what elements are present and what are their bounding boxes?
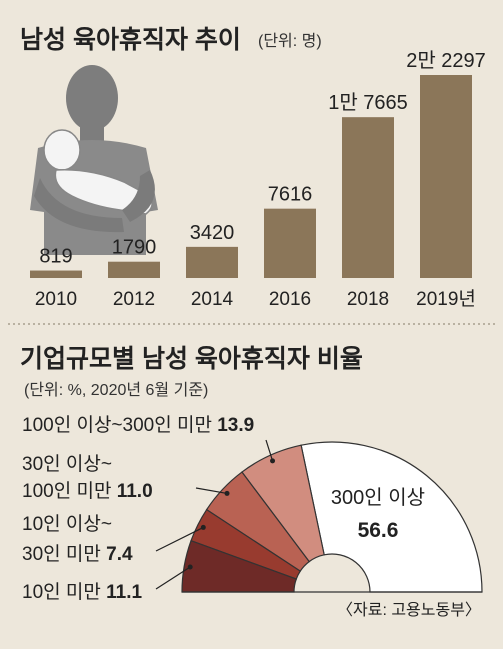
half-donut-chart: 300인 이상 56.6 100인 이상~300인 미만 13.9 30인 이상~ 10… [22, 414, 483, 603]
slice-label-30-100-line: 30인 이상~ [22, 453, 112, 475]
source-note: 〈자료: 고용노동부〉 [337, 601, 481, 619]
bar-value-label: 3420 [190, 222, 235, 244]
bar-chart: 819 2010 1790 2012 3420 2014 7616 2016 1만 7665 20… [30, 49, 486, 310]
leader-dot [224, 490, 230, 496]
slice-label-10-30-line: 10인 이상~ [22, 513, 112, 535]
year-tick-label: 2016 [269, 289, 311, 310]
pie-chart-unit-note: (단위: %, 2020년 6월 기준) [24, 381, 208, 399]
year-tick-label: 2018 [347, 289, 389, 310]
year-tick-label: 2019년 [416, 288, 476, 310]
slice-label-100-300: 100인 이상~300인 미만 13.9 [22, 414, 254, 436]
leader-dot [187, 564, 193, 570]
bar-chart-title: 남성 육아휴직자 추이 [20, 26, 241, 54]
leader-dot [270, 458, 276, 464]
bar-value-label: 2만 2297 [406, 49, 486, 72]
bar-2010 [30, 270, 82, 278]
leader-line [265, 439, 274, 462]
slice-label-10-30: 30인 미만 7.4 [22, 543, 133, 565]
bar-2014 [186, 246, 238, 278]
father-holding-baby-icon [30, 65, 158, 255]
slice-label-300plus: 300인 이상 [331, 486, 425, 509]
pie-chart-title: 기업규모별 남성 육아휴직자 비율 [20, 345, 363, 373]
leader-line [155, 526, 204, 552]
bar-value-label: 1790 [112, 237, 157, 259]
leader-line [155, 566, 191, 590]
bar-value-label: 819 [39, 246, 72, 268]
bar-2019년 [420, 75, 472, 278]
leader-line [195, 487, 228, 495]
year-tick-label: 2010 [35, 289, 77, 310]
slice-300인 이상 [300, 441, 483, 593]
bar-value-label: 7616 [268, 184, 313, 206]
bar-value-label: 1만 7665 [328, 91, 408, 114]
bar-2016 [264, 208, 316, 278]
year-tick-label: 2014 [191, 289, 234, 310]
bar-2012 [108, 261, 160, 278]
bar-chart-unit-note: (단위: 명) [258, 32, 322, 50]
year-tick-label: 2012 [113, 289, 155, 310]
bar-2018 [342, 117, 394, 278]
slice-label-under-10: 10인 미만 11.1 [22, 581, 143, 603]
slice-label-30-100: 100인 미만 11.0 [22, 480, 153, 502]
slice-label-300plus-value: 56.6 [358, 519, 399, 542]
leader-dot [200, 524, 206, 530]
